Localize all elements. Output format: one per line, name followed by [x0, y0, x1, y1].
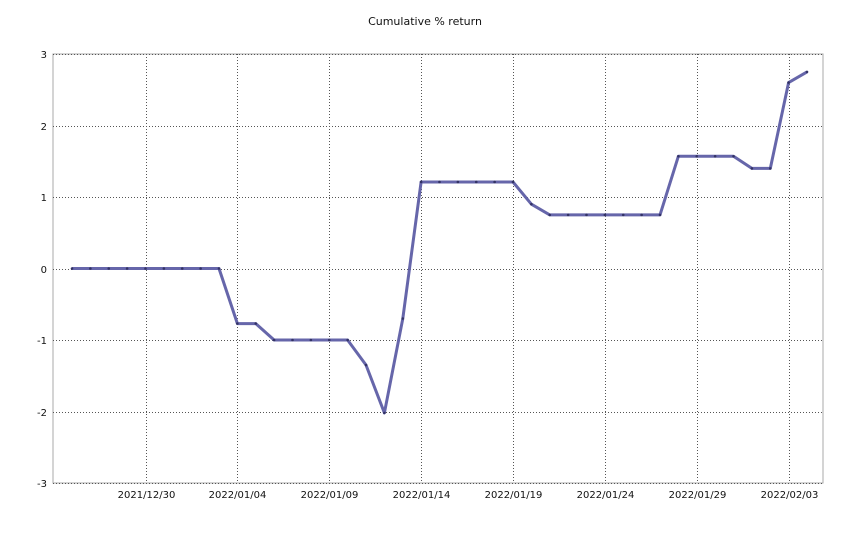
data-point — [566, 213, 570, 217]
data-point — [383, 411, 386, 415]
data-point — [199, 267, 202, 270]
data-point — [805, 70, 809, 74]
data-point — [750, 167, 754, 170]
data-point — [236, 322, 239, 325]
data-point — [89, 267, 92, 270]
data-point — [677, 154, 680, 158]
data-point — [162, 267, 166, 270]
data-point — [787, 81, 790, 84]
data-point — [217, 267, 221, 270]
data-point — [438, 180, 441, 184]
data-point — [658, 213, 662, 217]
chart-title: Cumulative % return — [368, 15, 482, 28]
data-point — [180, 267, 184, 270]
data-point — [585, 213, 588, 217]
data-point — [309, 338, 313, 342]
y-tick-label: 3 — [41, 50, 47, 61]
data-point — [768, 167, 772, 170]
data-point — [364, 363, 368, 367]
data-point — [530, 202, 533, 206]
x-tick-label: 2022/01/14 — [393, 490, 451, 501]
data-point — [107, 267, 111, 270]
data-point — [327, 338, 331, 342]
y-tick-label: 2 — [41, 122, 47, 133]
data-point — [548, 213, 552, 217]
data-point — [125, 267, 129, 270]
data-point — [713, 154, 717, 158]
x-tick-label: 2022/01/19 — [485, 490, 543, 501]
y-tick-label: 1 — [41, 193, 47, 204]
data-point — [346, 338, 349, 342]
data-point — [401, 317, 405, 320]
data-point — [272, 338, 276, 342]
y-tick-label: -3 — [37, 479, 47, 490]
series-line — [72, 70, 808, 415]
data-point — [621, 213, 625, 217]
y-tick-label: -2 — [37, 408, 47, 419]
data-point — [456, 180, 460, 184]
data-point — [419, 180, 423, 184]
y-tick-label: -1 — [37, 336, 47, 347]
x-tick-label: 2022/01/09 — [301, 490, 359, 501]
data-point — [493, 180, 496, 184]
x-tick-label: 2022/01/04 — [209, 490, 267, 501]
x-tick-label: 2022/01/29 — [669, 490, 727, 501]
x-tick-label: 2022/02/03 — [761, 490, 819, 501]
data-point — [254, 322, 258, 325]
data-point — [511, 180, 515, 184]
data-point — [474, 180, 478, 184]
data-point — [603, 213, 607, 217]
data-point — [70, 267, 74, 270]
data-point — [695, 154, 699, 158]
x-tick-label: 2021/12/30 — [118, 490, 176, 501]
data-point — [144, 267, 147, 270]
data-point — [732, 154, 735, 158]
data-point — [640, 213, 643, 217]
x-tick-label: 2022/01/24 — [577, 490, 635, 501]
data-point — [291, 338, 294, 342]
y-tick-label: 0 — [41, 265, 47, 276]
